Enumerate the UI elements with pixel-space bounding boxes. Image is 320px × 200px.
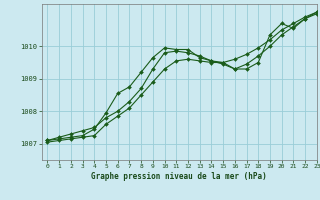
X-axis label: Graphe pression niveau de la mer (hPa): Graphe pression niveau de la mer (hPa) [91, 172, 267, 181]
